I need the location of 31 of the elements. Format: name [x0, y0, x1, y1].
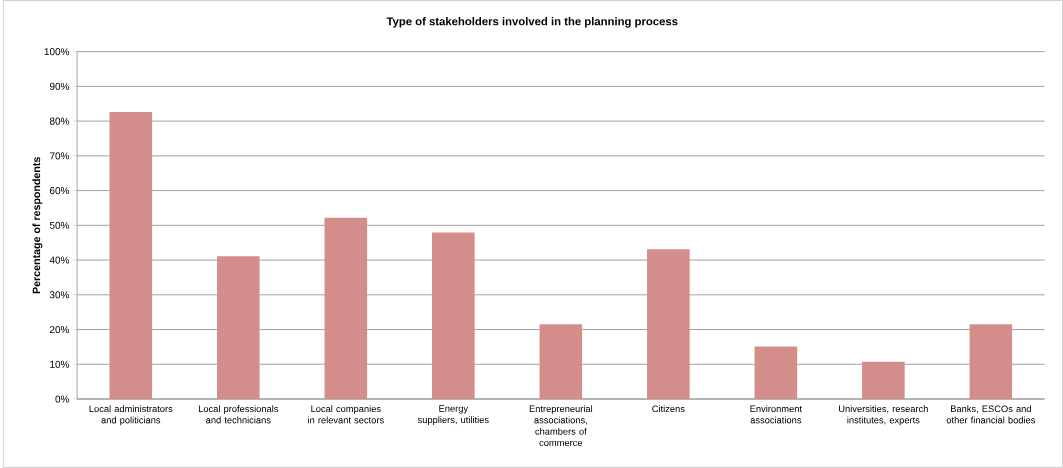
y-tick-label: 60%	[49, 187, 70, 195]
bar	[969, 324, 1013, 400]
y-tick-label: 0%	[55, 395, 70, 403]
y-tick-label: 90%	[49, 82, 70, 90]
y-tick-label: 70%	[50, 152, 70, 160]
x-tick-label: Local administrators and politicians	[89, 405, 173, 426]
bar	[539, 324, 583, 400]
y-tick-label: 40%	[49, 256, 70, 264]
y-tick-label: 50%	[49, 221, 70, 229]
chart-title: Type of stakeholders involved in the planning process	[386, 17, 678, 28]
x-tick-label: Local professionals and technicians	[198, 405, 279, 424]
x-tick-label: Entrepreneurial associations, chambers of commerce	[529, 405, 593, 447]
bar	[217, 256, 260, 400]
bar	[647, 249, 690, 400]
y-tick-label: 20%	[49, 326, 70, 334]
y-tick-label: 10%	[50, 360, 70, 368]
x-tick-label: Local companies in relevant sectors	[308, 405, 384, 424]
y-tick-label: 100%	[44, 48, 70, 56]
bar	[432, 232, 475, 400]
y-tick-label: 80%	[49, 117, 70, 125]
y-axis-title: Percentage of respondents	[32, 157, 43, 294]
y-tick-label: 30%	[49, 291, 70, 299]
x-tick-label: Banks, ESCOs and other financial bodies	[946, 405, 1036, 424]
x-tick-label: Universities, research institutes, experts	[839, 405, 928, 426]
bar	[109, 112, 153, 400]
x-tick-label: Energy suppliers, utilities	[417, 405, 489, 425]
x-tick-label: Environment associations	[750, 405, 802, 424]
x-tick-label: Citizens	[652, 405, 685, 413]
bar	[754, 346, 798, 400]
bar	[324, 217, 368, 400]
bar	[862, 361, 905, 400]
